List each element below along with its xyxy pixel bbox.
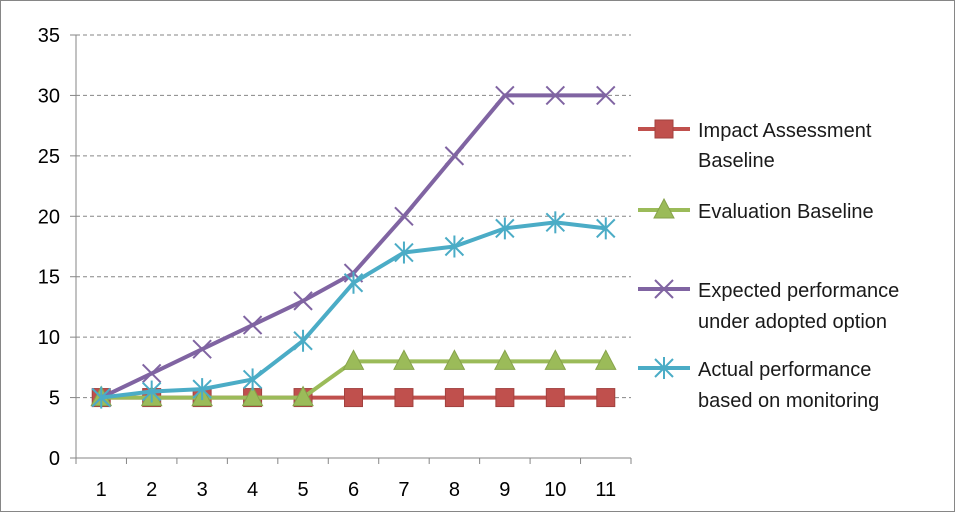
legend-item-3: Expected performance under adopted option (638, 279, 899, 333)
data-point (544, 349, 567, 370)
x-tick-label: 8 (449, 479, 460, 501)
data-point (141, 363, 162, 384)
gridlines (76, 34, 631, 399)
data-point (495, 217, 515, 240)
series-lines (90, 85, 617, 409)
x-tick-label: 3 (197, 479, 208, 501)
y-tick-label: 5 (49, 388, 60, 410)
data-point (344, 388, 363, 408)
series-2 (90, 349, 617, 407)
legend-label: Evaluation Baseline (698, 201, 874, 223)
data-point (241, 385, 264, 407)
data-point (292, 385, 314, 407)
data-point (192, 378, 212, 401)
legend-swatch-marker (654, 119, 674, 139)
y-tick-label: 20 (38, 206, 60, 228)
data-point (293, 291, 313, 311)
series-line (100, 220, 607, 400)
data-point (394, 241, 414, 264)
x-tick-label: 4 (247, 479, 258, 501)
legend-swatch-marker (654, 279, 674, 299)
data-point (443, 349, 466, 370)
axes: 0 5 10 15 20 25 30 35 1 2 3 4 5 6 7 8 9 10 11 (38, 25, 632, 501)
data-point (343, 271, 364, 294)
y-tick-label: 0 (49, 448, 60, 470)
data-point (394, 206, 414, 226)
legend-item-4: Actual performance based on monitoring (638, 357, 879, 412)
x-tick-label: 7 (398, 479, 409, 501)
series-4 (91, 211, 616, 409)
data-point (495, 85, 515, 106)
y-tick-label: 10 (38, 327, 60, 349)
data-point (293, 329, 313, 352)
data-point (545, 388, 565, 408)
data-point (242, 315, 263, 335)
y-tick-label: 15 (38, 267, 60, 289)
x-tick-label: 1 (96, 479, 107, 501)
legend-label: Actual performance (698, 359, 871, 381)
data-point (596, 217, 616, 240)
legend-label: under adopted option (698, 311, 887, 333)
data-point (192, 339, 212, 359)
data-point (495, 388, 515, 408)
data-point (444, 388, 464, 408)
data-point (545, 85, 566, 106)
data-point (444, 146, 465, 166)
x-tick-label: 5 (297, 479, 308, 501)
legend-swatch-marker (654, 357, 674, 379)
data-point (594, 349, 617, 370)
legend-label: Expected performance (698, 280, 899, 302)
legend-item-1: Impact Assessment Baseline (638, 119, 872, 172)
data-point (545, 211, 566, 234)
x-tick-label: 6 (348, 479, 359, 501)
legend: Impact Assessment Baseline Evaluation Base… (638, 119, 899, 412)
y-tick-label: 25 (38, 146, 60, 168)
y-tick-label: 35 (38, 25, 60, 47)
data-point (342, 349, 365, 370)
data-point (444, 235, 465, 258)
data-point (141, 380, 162, 403)
legend-label: based on monitoring (698, 390, 879, 412)
legend-label: Baseline (698, 150, 775, 172)
legend-swatch-marker (653, 197, 675, 219)
x-tick-label: 11 (595, 479, 616, 501)
x-tick-label: 2 (146, 479, 157, 501)
x-tick-label: 9 (499, 479, 510, 501)
data-point (596, 388, 616, 408)
legend-label: Impact Assessment (698, 120, 872, 142)
legend-item-2: Evaluation Baseline (638, 197, 874, 223)
data-point (394, 388, 414, 408)
data-point (596, 85, 616, 106)
data-point (494, 349, 516, 370)
data-point (393, 349, 415, 370)
data-point (242, 368, 263, 391)
y-tick-label: 30 (38, 85, 60, 107)
data-point (91, 386, 111, 409)
x-tick-label: 10 (544, 479, 566, 501)
